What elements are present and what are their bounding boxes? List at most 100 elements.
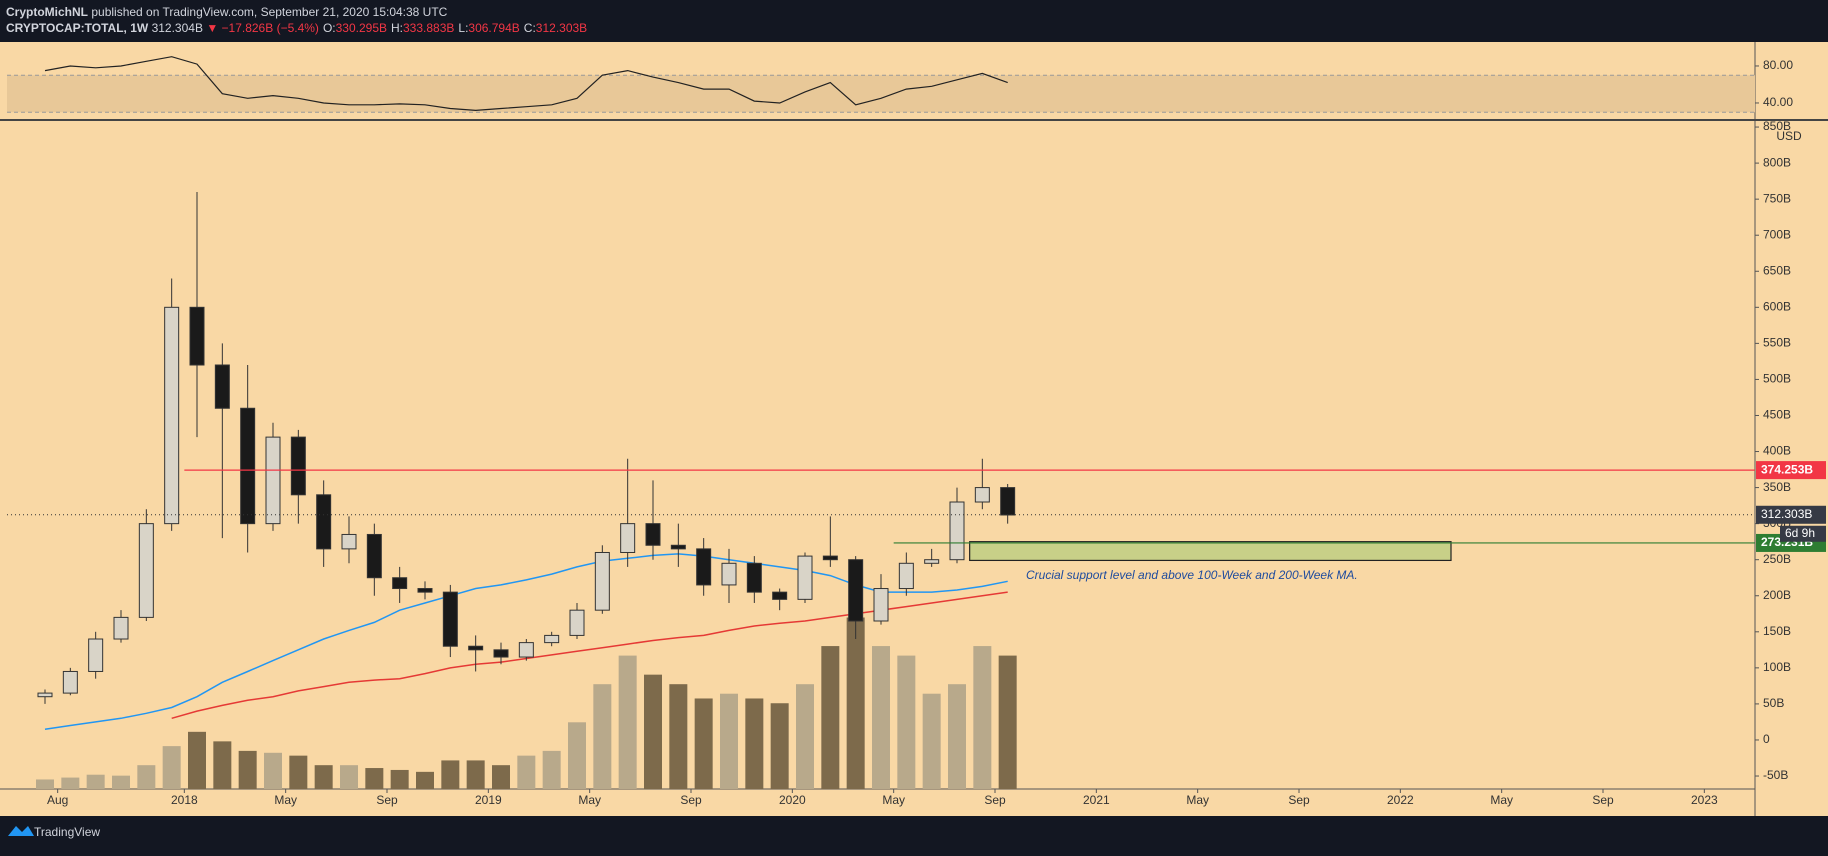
header-line2: CRYPTOCAP:TOTAL, 1W 312.304B ▼ −17.826B … [6, 21, 587, 35]
volume-bar [846, 617, 865, 789]
x-tick-label: May [1186, 793, 1209, 807]
level-tag [1756, 461, 1826, 480]
candle-body [569, 609, 585, 636]
y-tick-label: 250B [1763, 552, 1791, 566]
x-tick-label: Sep [680, 793, 702, 807]
volume-bar [365, 768, 384, 789]
y-tick-label: 750B [1763, 191, 1791, 205]
volume-bar [821, 646, 840, 789]
candle-body [138, 523, 154, 618]
volume-bar [162, 746, 181, 789]
y-tick-label: 50B [1763, 696, 1784, 710]
volume-bar [568, 722, 586, 789]
x-tick-label: 2020 [779, 793, 806, 807]
last-price-label: 312.303B [1761, 507, 1812, 521]
volume-bar [897, 655, 916, 789]
support-zone [969, 541, 1452, 562]
volume-bar [188, 731, 206, 789]
volume-bar [36, 779, 54, 789]
candle-body [594, 551, 610, 611]
logo[interactable] [8, 826, 34, 836]
x-tick-label: May [882, 793, 905, 807]
x-tick-label: Aug [47, 793, 68, 807]
x-tick-label: Sep [984, 793, 1006, 807]
candle-body [493, 649, 509, 658]
change: ▼ −17.826B (−5.4%) [206, 21, 319, 35]
countdown-tag [1780, 525, 1826, 542]
y-tick-label: 600B [1763, 299, 1791, 313]
y-tick-label: 400B [1763, 444, 1791, 458]
volume-bar [948, 684, 966, 789]
brand[interactable]: TradingView [34, 825, 100, 839]
candle-body [214, 364, 230, 409]
y-tick-label: 800B [1763, 155, 1791, 169]
volume-bar [416, 771, 434, 789]
rsi-line [44, 56, 1008, 112]
volume-bar [112, 775, 130, 789]
rsi-band [7, 75, 1755, 113]
candle-body [822, 555, 838, 561]
candle-body [417, 588, 433, 593]
candle-body [620, 523, 636, 553]
candle-body [949, 501, 965, 561]
candle-body [848, 559, 864, 622]
y-tick-label: 700B [1763, 227, 1791, 241]
volume-bar [694, 698, 713, 789]
y-tick-label: 850B [1763, 119, 1791, 133]
candle-body [442, 591, 458, 647]
candle-body [797, 555, 813, 600]
volume-bar [238, 750, 257, 789]
candle-body [392, 577, 408, 590]
x-tick-label: 2022 [1387, 793, 1414, 807]
volume-bar [745, 698, 764, 789]
countdown: 6d 9h [1785, 526, 1815, 540]
candle-body [772, 591, 788, 600]
x-tick-label: May [578, 793, 601, 807]
ohlc-label: C: [524, 21, 536, 35]
last-price-tag [1756, 505, 1826, 524]
y-tick-label: 0 [1763, 732, 1770, 746]
candle-body [696, 548, 712, 586]
volume-bar [466, 760, 485, 789]
x-tick-label: 2021 [1083, 793, 1110, 807]
volume-bar [492, 765, 510, 789]
candle-body [898, 562, 914, 590]
volume-bar [973, 646, 992, 789]
y-tick-label: 200B [1763, 588, 1791, 602]
header-line1: CryptoMichNL published on TradingView.co… [6, 5, 448, 19]
volume-bar [998, 655, 1017, 789]
volume-bar [441, 760, 460, 789]
x-tick-label: 2019 [475, 793, 502, 807]
y-tick-label: 550B [1763, 336, 1791, 350]
candle-body [873, 588, 889, 622]
candle-body [544, 634, 560, 644]
volume-bar [289, 755, 308, 789]
y-tick-label: 150B [1763, 624, 1791, 638]
ohlc-value: 306.794B [468, 21, 519, 35]
candle-body [645, 523, 661, 546]
volume-bar [86, 774, 105, 789]
volume-bar [922, 693, 941, 789]
candle-body [37, 692, 53, 698]
candle-body [746, 562, 762, 593]
x-tick-label: Sep [376, 793, 398, 807]
x-tick-label: Sep [1288, 793, 1310, 807]
ohlc-label: H: [391, 21, 403, 35]
currency: USD [1776, 129, 1802, 143]
candle-body [316, 494, 332, 550]
x-tick-label: 2023 [1691, 793, 1718, 807]
moving-average [171, 591, 1008, 720]
candle-body [113, 616, 129, 640]
author: CryptoMichNL [6, 5, 88, 19]
annotation: Crucial support level and above 100-Week… [1026, 568, 1358, 582]
footer-bar [0, 816, 1828, 851]
candle-body [62, 670, 78, 694]
candle-body [924, 559, 940, 564]
symbol: CRYPTOCAP:TOTAL, 1W [6, 21, 149, 35]
volume-bar [796, 684, 814, 789]
y-tick-label: 100B [1763, 660, 1791, 674]
candle-body [189, 306, 205, 366]
ohlc-label: O: [323, 21, 336, 35]
